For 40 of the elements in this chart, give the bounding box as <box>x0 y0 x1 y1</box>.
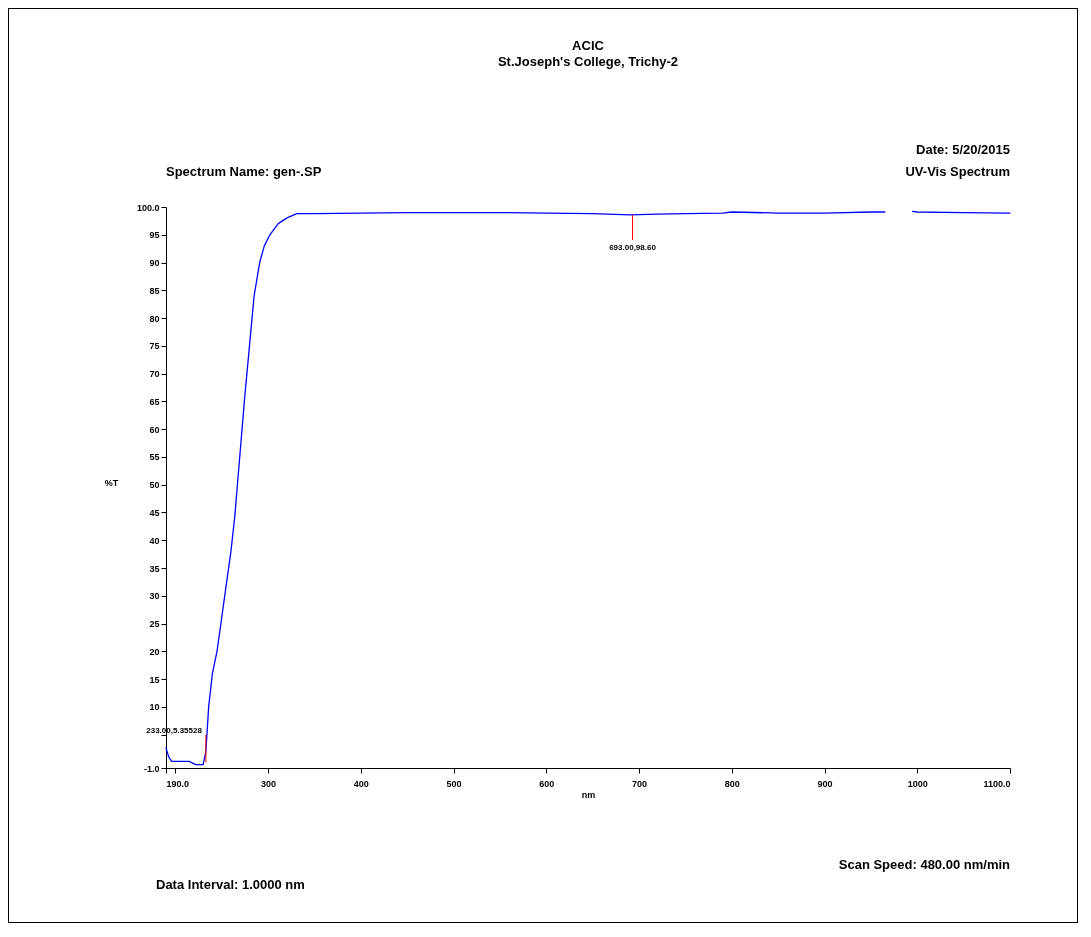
x-axis-title: nm <box>581 789 596 800</box>
annotation: 693.00,98.60 <box>609 243 657 253</box>
y-tick-label: 65 <box>149 396 160 407</box>
text: UV-Vis Spectrum <box>905 164 1010 179</box>
y-axis-title: %T <box>104 478 119 488</box>
text: Data Interval: 1.0000 nm <box>156 877 305 892</box>
chart-title: ACIC <box>572 38 605 53</box>
y-tick-label: 55 <box>149 452 160 463</box>
text: Date: 5/20/2015 <box>916 142 1010 157</box>
y-tick-label: 95 <box>149 230 160 241</box>
x-tick-label: 1000 <box>907 778 928 789</box>
y-tick-label: 100.0 <box>136 202 160 213</box>
y-tick-label: 25 <box>149 619 160 630</box>
y-tick-label: 80 <box>149 313 160 324</box>
text: Spectrum Name: gen-.SP <box>166 164 322 179</box>
y-tick-label: 90 <box>149 258 160 269</box>
y-tick-label: 60 <box>149 424 160 435</box>
y-tick-label: 75 <box>149 341 160 352</box>
y-tick-label: 15 <box>149 674 160 685</box>
y-tick-label: 85 <box>149 285 160 296</box>
y-tick-label: 45 <box>149 508 160 518</box>
y-tick-label: 50 <box>149 480 160 491</box>
x-tick-label: 300 <box>261 778 277 789</box>
x-tick-label: 600 <box>539 778 555 789</box>
chart-subtitle: St.Joseph's College, Trichy-2 <box>497 54 679 69</box>
y-tick-label: 30 <box>149 591 160 602</box>
y-tick-label: 40 <box>149 535 160 546</box>
text: Scan Speed: 480.00 nm/min <box>838 857 1011 872</box>
y-tick-label: 70 <box>149 369 160 380</box>
x-tick-label: 400 <box>353 778 369 789</box>
x-tick-label: 700 <box>632 778 648 789</box>
x-tick-label: 1100.0 <box>983 778 1011 789</box>
y-tick-label: -1.0 <box>143 763 160 774</box>
y-tick-label: 20 <box>149 646 160 657</box>
x-tick-label: 190.0 <box>166 778 190 789</box>
y-tick-label: 10 <box>149 702 160 713</box>
x-tick-label: 800 <box>724 778 740 789</box>
y-tick-label: 35 <box>149 563 160 574</box>
x-tick-label: 900 <box>817 778 833 789</box>
x-tick-label: 500 <box>446 778 462 789</box>
